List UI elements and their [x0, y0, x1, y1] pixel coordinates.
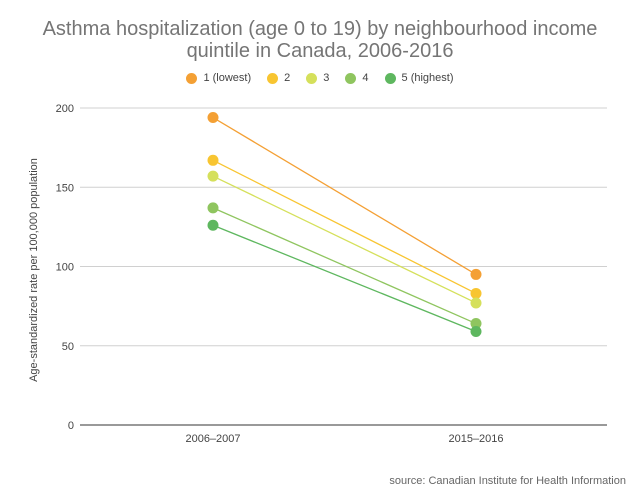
series-line: [212, 116, 477, 275]
chart-title-line-1: Asthma hospitalization (age 0 to 19) by …: [42, 18, 598, 40]
y-tick-label: 200: [56, 103, 74, 115]
data-point: [207, 154, 219, 166]
data-point: [207, 202, 219, 214]
y-tick-label: 50: [62, 341, 74, 353]
legend-item-3[interactable]: 3: [306, 72, 329, 84]
legend-label: 5 (highest): [401, 72, 454, 84]
legend-dot-icon: [267, 72, 279, 84]
y-axis-label: Age-standardized rate per 100,000 popula…: [28, 158, 40, 382]
series-line: [212, 224, 477, 333]
legend-dot-icon: [345, 72, 357, 84]
data-point: [470, 268, 482, 280]
legend: 1 (lowest) 2 3 4 5 (highest): [0, 72, 640, 84]
chart-title-line-2: quintile in Canada, 2006-2016: [186, 40, 454, 62]
x-tick-label: 2015–2016: [448, 433, 503, 445]
legend-label: 1 (lowest): [203, 72, 252, 84]
data-point: [470, 318, 482, 330]
y-tick-label: 150: [56, 182, 74, 194]
series-line: [212, 207, 477, 325]
legend-item-2[interactable]: 2: [267, 72, 290, 84]
legend-item-4[interactable]: 4: [345, 72, 369, 84]
legend-label: 4: [362, 72, 369, 84]
legend-item-5[interactable]: 5 (highest): [384, 72, 454, 84]
legend-dot-icon: [306, 72, 318, 84]
legend-dot-icon: [384, 72, 396, 84]
data-point: [207, 170, 219, 182]
legend-item-1[interactable]: 1 (lowest): [186, 72, 251, 84]
data-point: [470, 297, 482, 309]
source-note: source: Canadian Institute for Health In…: [389, 475, 626, 487]
x-tick-label: 2006–2007: [185, 433, 240, 445]
legend-dot-icon: [186, 72, 198, 84]
series-line: [212, 159, 477, 295]
data-point: [470, 287, 482, 299]
data-point: [470, 325, 482, 337]
series-line: [212, 175, 477, 304]
data-point: [207, 112, 219, 124]
y-tick-label: 0: [68, 420, 74, 432]
data-point: [207, 219, 219, 231]
legend-label: 3: [323, 72, 330, 84]
legend-label: 2: [284, 72, 291, 84]
chart-title: Asthma hospitalization (age 0 to 19) by …: [0, 18, 640, 62]
y-tick-label: 100: [56, 262, 74, 274]
